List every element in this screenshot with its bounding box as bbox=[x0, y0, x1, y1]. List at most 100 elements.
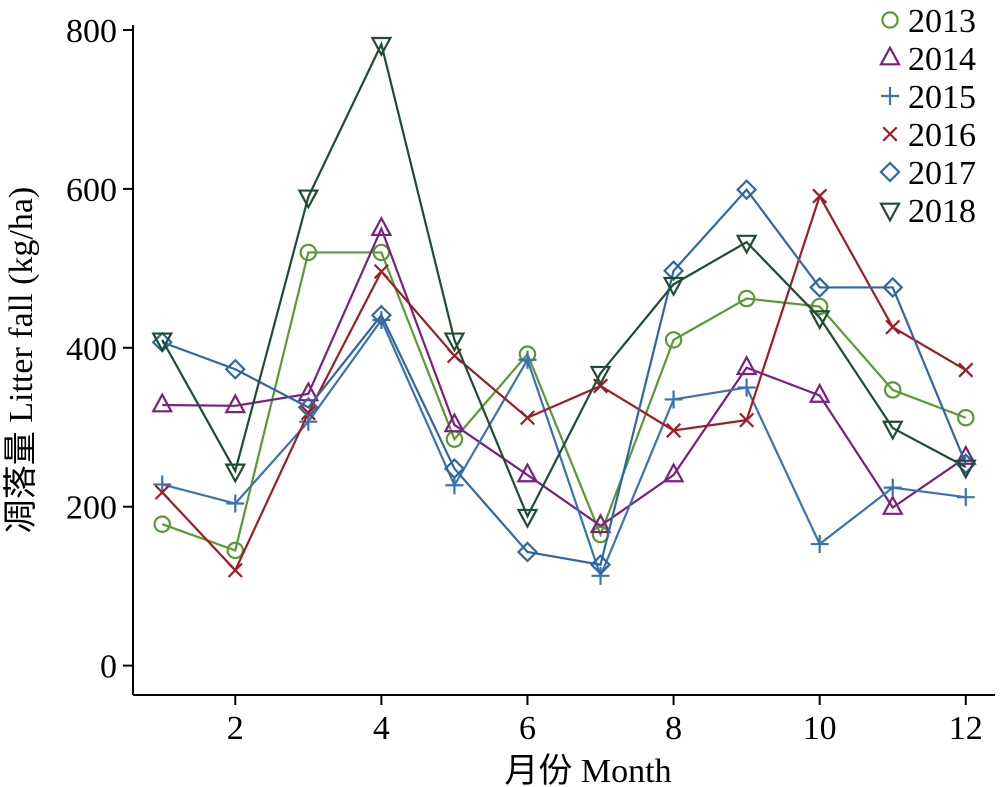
series-2016 bbox=[154, 188, 974, 578]
point-circle bbox=[372, 243, 391, 262]
point-triangle-up bbox=[589, 513, 612, 534]
point-plus bbox=[810, 535, 829, 554]
point-triangle-up bbox=[297, 381, 320, 402]
point-diamond bbox=[370, 304, 392, 326]
point-x bbox=[958, 362, 974, 378]
point-plus bbox=[956, 488, 975, 507]
point-triangle-down bbox=[224, 463, 247, 484]
point-triangle-down bbox=[589, 365, 612, 386]
series-line bbox=[161, 41, 967, 519]
point-plus bbox=[153, 475, 172, 494]
y-tick-label: 800 bbox=[66, 13, 117, 50]
series-line bbox=[162, 225, 967, 528]
legend-item: 2017 bbox=[879, 155, 976, 192]
point-x bbox=[154, 484, 170, 500]
point-x bbox=[812, 188, 828, 204]
legend-label: 2013 bbox=[908, 3, 976, 40]
point-diamond bbox=[589, 554, 612, 576]
point-diamond bbox=[516, 541, 539, 563]
x-tick-label: 10 bbox=[803, 710, 837, 747]
legend-item: 2016 bbox=[882, 117, 976, 154]
series-2017 bbox=[151, 179, 977, 576]
point-triangle-up bbox=[516, 462, 539, 483]
point-plus bbox=[737, 378, 756, 397]
y-tick-label: 200 bbox=[66, 490, 117, 527]
point-triangle-up bbox=[879, 45, 901, 66]
point-plus bbox=[518, 350, 537, 369]
legend-label: 2018 bbox=[908, 193, 976, 230]
series-2018 bbox=[151, 36, 977, 529]
point-circle bbox=[810, 297, 829, 316]
point-triangle-up bbox=[808, 382, 831, 403]
point-triangle-up bbox=[735, 355, 758, 376]
point-x bbox=[519, 410, 536, 426]
point-triangle-down bbox=[516, 508, 539, 529]
point-plus bbox=[881, 87, 899, 105]
series-group bbox=[151, 36, 977, 585]
series-2014 bbox=[151, 215, 977, 534]
point-triangle-down bbox=[370, 36, 393, 57]
point-circle bbox=[881, 11, 899, 29]
legend-item: 2013 bbox=[881, 3, 976, 40]
series-line bbox=[161, 187, 967, 566]
point-plus bbox=[591, 566, 610, 585]
x-axis-title: 月份 Month bbox=[504, 753, 671, 787]
point-circle bbox=[299, 243, 318, 262]
point-triangle-down bbox=[879, 202, 901, 223]
point-x bbox=[882, 126, 898, 142]
point-triangle-up bbox=[662, 462, 685, 483]
point-circle bbox=[226, 541, 245, 560]
point-diamond bbox=[809, 276, 831, 298]
y-axis-title: 凋落量 Litter fall (kg/ha) bbox=[3, 187, 40, 534]
legend-label: 2017 bbox=[908, 155, 976, 192]
point-triangle-up bbox=[881, 494, 904, 515]
point-triangle-up bbox=[443, 412, 466, 433]
point-x bbox=[739, 412, 755, 428]
point-triangle-down bbox=[808, 310, 831, 331]
point-x bbox=[666, 422, 682, 438]
point-circle bbox=[664, 331, 683, 349]
x-tick-label: 4 bbox=[373, 710, 390, 747]
legend-label: 2015 bbox=[908, 79, 976, 116]
point-diamond bbox=[882, 276, 904, 298]
y-ticks: 0 200 400 600 800 bbox=[66, 13, 133, 686]
x-tick-label: 12 bbox=[949, 710, 983, 747]
y-tick-label: 600 bbox=[66, 172, 117, 209]
point-triangle-down bbox=[954, 459, 977, 480]
point-diamond bbox=[879, 161, 901, 183]
series-line bbox=[161, 193, 967, 573]
point-diamond bbox=[297, 396, 319, 418]
point-diamond bbox=[736, 179, 758, 201]
point-diamond bbox=[224, 358, 246, 380]
point-circle bbox=[883, 381, 902, 399]
point-triangle-down bbox=[297, 189, 320, 210]
point-x bbox=[885, 319, 901, 335]
point-triangle-up bbox=[370, 215, 393, 237]
point-x bbox=[227, 562, 243, 578]
legend-item: 2018 bbox=[879, 193, 976, 230]
legend-item: 2014 bbox=[879, 41, 976, 78]
point-plus bbox=[664, 390, 683, 409]
point-triangle-up bbox=[151, 392, 174, 413]
axes bbox=[132, 25, 995, 696]
point-circle bbox=[153, 515, 171, 533]
y-tick-label: 400 bbox=[66, 331, 117, 368]
x-tick-label: 8 bbox=[665, 710, 682, 747]
point-x bbox=[373, 264, 389, 280]
x-tick-label: 6 bbox=[519, 710, 536, 747]
x-ticks: 2 4 6 8 10 12 bbox=[227, 695, 983, 747]
point-triangle-up bbox=[224, 393, 247, 414]
point-plus bbox=[883, 478, 902, 497]
point-triangle-down bbox=[735, 234, 758, 255]
point-triangle-down bbox=[443, 332, 466, 353]
legend-label: 2014 bbox=[908, 41, 976, 78]
y-tick-label: 0 bbox=[100, 649, 117, 686]
point-x bbox=[300, 405, 316, 421]
point-diamond bbox=[443, 458, 465, 480]
point-diamond bbox=[663, 260, 685, 282]
point-triangle-down bbox=[881, 420, 904, 441]
legend-label: 2016 bbox=[908, 117, 976, 154]
point-triangle-down bbox=[662, 276, 685, 297]
point-triangle-down bbox=[151, 332, 174, 353]
x-tick-label: 2 bbox=[227, 710, 244, 747]
